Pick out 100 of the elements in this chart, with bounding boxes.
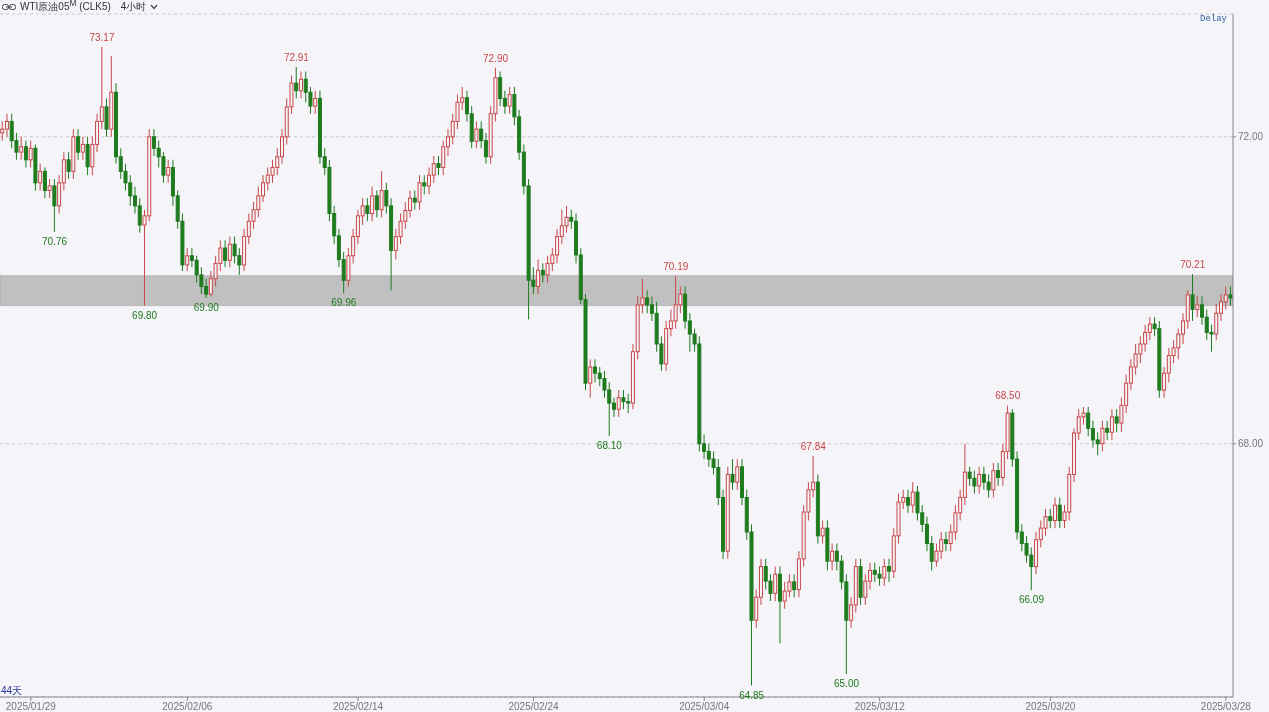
- candlestick: [436, 155, 441, 176]
- x-tick-label: 2025/03/04: [679, 701, 730, 712]
- candlestick: [38, 163, 43, 192]
- candlestick: [422, 174, 427, 195]
- candlestick: [792, 573, 797, 598]
- candlestick: [313, 90, 318, 115]
- candlestick: [28, 140, 33, 168]
- candlestick: [412, 190, 417, 211]
- candlestick: [1095, 431, 1100, 456]
- candlestick: [1147, 316, 1152, 341]
- candlestick: [232, 236, 237, 264]
- x-tick-label: 2025/01/29: [5, 701, 57, 712]
- candlestick: [431, 155, 436, 184]
- candlestick: [507, 86, 512, 115]
- candlestick: [877, 566, 882, 587]
- candlestick: [185, 247, 190, 272]
- candlestick: [227, 236, 232, 268]
- candlestick: [137, 197, 142, 234]
- candlestick: [991, 462, 996, 498]
- candlestick: [19, 136, 24, 161]
- candlestick: [830, 543, 835, 571]
- candlestick: [298, 71, 303, 99]
- candlestick: [1114, 408, 1119, 433]
- candlestick: [1214, 303, 1219, 341]
- candlestick: [905, 489, 910, 514]
- candlestick: [887, 558, 892, 583]
- candlestick: [85, 136, 90, 176]
- candlestick: [4, 113, 9, 138]
- candlestick: [379, 170, 384, 218]
- candlestick: [42, 166, 47, 199]
- x-tick-label: 2025/02/06: [162, 701, 213, 712]
- candlestick: [773, 566, 778, 602]
- candlestick: [80, 136, 85, 161]
- candlestick: [730, 458, 735, 491]
- candlestick: [1048, 508, 1053, 529]
- annotation: Delay: [1199, 14, 1227, 24]
- annotation: 67.84: [800, 441, 827, 453]
- candlestick: [223, 239, 228, 268]
- annotation: 70.21: [1180, 259, 1206, 271]
- candlestick: [540, 262, 545, 284]
- candlestick: [370, 186, 375, 222]
- candlestick: [1100, 420, 1105, 452]
- annotation: 73.17: [89, 32, 115, 43]
- candlestick: [1043, 508, 1048, 537]
- chart-subtitle: 4小时: [120, 0, 147, 14]
- candlestick: [104, 97, 109, 138]
- candlestick: [1195, 295, 1200, 318]
- candlestick: [1024, 535, 1029, 564]
- candlestick: [1190, 273, 1195, 322]
- candlestick: [1223, 285, 1228, 310]
- y-tick-label: 72.00: [1238, 131, 1264, 143]
- candlestick: [23, 140, 28, 168]
- x-tick-label: 2025/02/14: [333, 701, 384, 712]
- candlestick: [863, 573, 868, 606]
- candlestick: [1105, 420, 1110, 441]
- x-tick-label: 2025/03/20: [1025, 701, 1076, 712]
- candlestick: [66, 151, 71, 180]
- candlestick: [498, 71, 503, 107]
- candlestick: [588, 358, 593, 399]
- candlestick: [161, 151, 166, 184]
- candlestick: [996, 462, 1001, 487]
- candlestick: [564, 205, 569, 234]
- candlestick: [735, 458, 740, 491]
- candlestick: [374, 190, 379, 218]
- candlestick: [536, 259, 541, 295]
- annotation: 68.50: [995, 390, 1021, 402]
- annotation: 66.09: [1018, 594, 1045, 606]
- candlestick: [545, 255, 550, 284]
- candlestick: [294, 66, 299, 99]
- candlestick: [427, 166, 432, 195]
- candlestick: [166, 159, 171, 184]
- annotation: 69.96: [331, 297, 357, 309]
- candlestick: [1086, 406, 1091, 437]
- annotation: 64.85: [739, 689, 765, 701]
- candlestick: [915, 485, 920, 521]
- candlestick: [934, 543, 939, 568]
- candlestick: [645, 289, 650, 314]
- candlestick: [483, 132, 488, 165]
- candlestick: [1109, 408, 1114, 441]
- candlestick: [882, 558, 887, 587]
- annotation: 69.90: [193, 302, 220, 314]
- candlestick: [365, 197, 370, 222]
- candlestick: [417, 174, 422, 211]
- annotation: 65.00: [833, 678, 860, 690]
- candlestick: [441, 140, 446, 176]
- annotation: 70.19: [663, 260, 689, 272]
- candlestick: [270, 159, 275, 184]
- candlestick: [820, 519, 825, 545]
- candlestick: [1228, 285, 1233, 307]
- candlestick: [943, 531, 948, 552]
- annotation: 70.76: [42, 236, 68, 248]
- candlestick: [787, 573, 792, 598]
- candlestick: [616, 389, 621, 418]
- candlestick: [47, 178, 52, 199]
- annotation: 72.90: [483, 52, 509, 64]
- annotation: 68.10: [596, 440, 623, 452]
- candlestick: [474, 120, 479, 149]
- candlestick: [1057, 496, 1062, 529]
- candlestick: [621, 389, 626, 410]
- annotation: 44天: [1, 684, 23, 698]
